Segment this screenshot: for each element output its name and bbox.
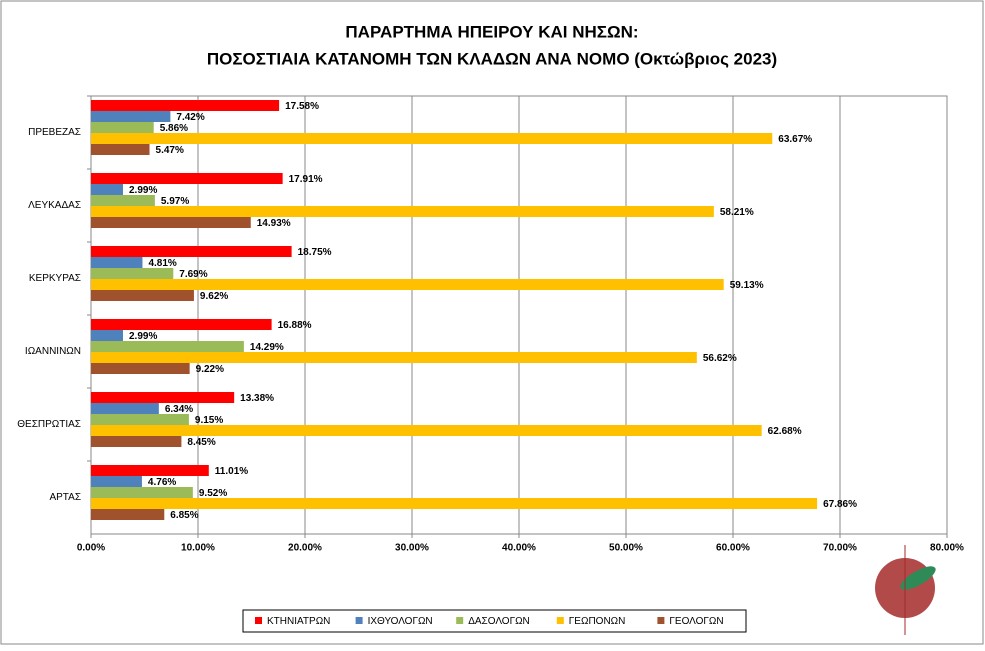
value-label: 6.34% — [165, 404, 193, 415]
bar — [91, 246, 292, 257]
bar — [91, 414, 189, 425]
bar — [91, 144, 150, 155]
value-label: 6.85% — [170, 510, 198, 521]
x-tick-label: 10.00% — [181, 543, 215, 554]
value-label: 14.29% — [250, 342, 284, 353]
value-label: 58.21% — [720, 207, 754, 218]
value-label: 9.22% — [196, 364, 224, 375]
value-label: 2.99% — [129, 331, 157, 342]
legend-label: ΓΕΩΠΟΝΩΝ — [569, 616, 626, 627]
bar — [91, 341, 244, 352]
legend-label: ΓΕΟΛΟΓΩΝ — [669, 616, 723, 627]
y-tick-label: ΛΕΥΚΑΔΑΣ — [28, 200, 81, 211]
bar — [91, 392, 235, 403]
value-label: 7.42% — [176, 112, 204, 123]
value-label: 8.45% — [187, 437, 215, 448]
bar — [91, 268, 174, 279]
bar — [91, 290, 194, 301]
value-label: 13.38% — [240, 393, 274, 404]
y-tick-label: ΚΕΡΚΥΡΑΣ — [29, 273, 81, 284]
value-label: 59.13% — [730, 280, 764, 291]
x-tick-label: 60.00% — [716, 543, 750, 554]
value-label: 67.86% — [823, 499, 857, 510]
bar — [91, 425, 762, 436]
bar — [91, 476, 142, 487]
y-tick-label: ΘΕΣΠΡΩΤΙΑΣ — [17, 419, 81, 430]
bar — [91, 257, 143, 268]
bar — [91, 279, 724, 290]
bar — [91, 133, 773, 144]
bar — [91, 352, 697, 363]
x-tick-label: 50.00% — [609, 543, 643, 554]
bar — [91, 173, 283, 184]
x-tick-label: 40.00% — [502, 543, 536, 554]
y-tick-label: ΑΡΤΑΣ — [49, 492, 81, 503]
bar — [91, 436, 182, 447]
value-label: 9.62% — [200, 291, 228, 302]
bar — [91, 206, 714, 217]
value-label: 5.86% — [160, 123, 188, 134]
x-tick-label: 30.00% — [395, 543, 429, 554]
y-tick-label: ΙΩΑΝΝΙΝΩΝ — [25, 346, 81, 357]
x-tick-label: 80.00% — [930, 543, 964, 554]
chart-subtitle: ΠΟΣΟΣΤΙΑΙΑ ΚΑΤΑΝΟΜΗ ΤΩΝ ΚΛΑΔΩΝ ΑΝΑ ΝΟΜΟ … — [207, 49, 777, 68]
bar — [91, 195, 155, 206]
bar — [91, 217, 251, 228]
value-label: 14.93% — [257, 218, 291, 229]
value-label: 18.75% — [298, 247, 332, 258]
value-label: 4.81% — [148, 258, 176, 269]
logo — [875, 545, 936, 635]
legend-label: ΙΧΘΥΟΛΟΓΩΝ — [368, 616, 433, 627]
y-tick-label: ΠΡΕΒΕΖΑΣ — [28, 127, 81, 138]
legend-swatch — [657, 617, 665, 624]
value-label: 9.52% — [199, 488, 227, 499]
legend-label: ΚΤΗΝΙΑΤΡΩΝ — [267, 616, 330, 627]
bar — [91, 100, 280, 111]
bar — [91, 111, 171, 122]
bar — [91, 403, 159, 414]
bar — [91, 498, 818, 509]
bar — [91, 363, 190, 374]
x-tick-label: 0.00% — [77, 543, 105, 554]
value-label: 7.69% — [179, 269, 207, 280]
legend-swatch — [456, 617, 464, 624]
value-label: 9.15% — [195, 415, 223, 426]
bar — [91, 122, 154, 133]
value-label: 63.67% — [778, 134, 812, 145]
bar — [91, 319, 272, 330]
bar — [91, 330, 123, 341]
value-label: 17.91% — [289, 174, 323, 185]
x-tick-label: 70.00% — [823, 543, 857, 554]
legend-swatch — [556, 617, 564, 624]
legend-swatch — [355, 617, 363, 624]
legend-swatch — [255, 617, 262, 624]
value-label: 16.88% — [278, 320, 312, 331]
bar — [91, 487, 193, 498]
value-label: 17.58% — [285, 101, 319, 112]
value-label: 2.99% — [129, 185, 157, 196]
x-tick-label: 20.00% — [288, 543, 322, 554]
value-label: 56.62% — [703, 353, 737, 364]
bar — [91, 509, 165, 520]
value-label: 4.76% — [148, 477, 176, 488]
value-label: 11.01% — [215, 466, 248, 477]
bar — [91, 184, 123, 195]
value-label: 5.47% — [156, 145, 184, 156]
value-label: 5.97% — [161, 196, 189, 207]
legend-label: ΔΑΣΟΛΟΓΩΝ — [468, 616, 530, 627]
chart-title: ΠΑΡΑΡΤΗΜΑ ΗΠΕΙΡΟΥ ΚΑΙ ΝΗΣΩΝ: — [345, 22, 638, 41]
legend-box — [242, 609, 747, 633]
bar — [91, 465, 209, 476]
value-label: 62.68% — [768, 426, 802, 437]
